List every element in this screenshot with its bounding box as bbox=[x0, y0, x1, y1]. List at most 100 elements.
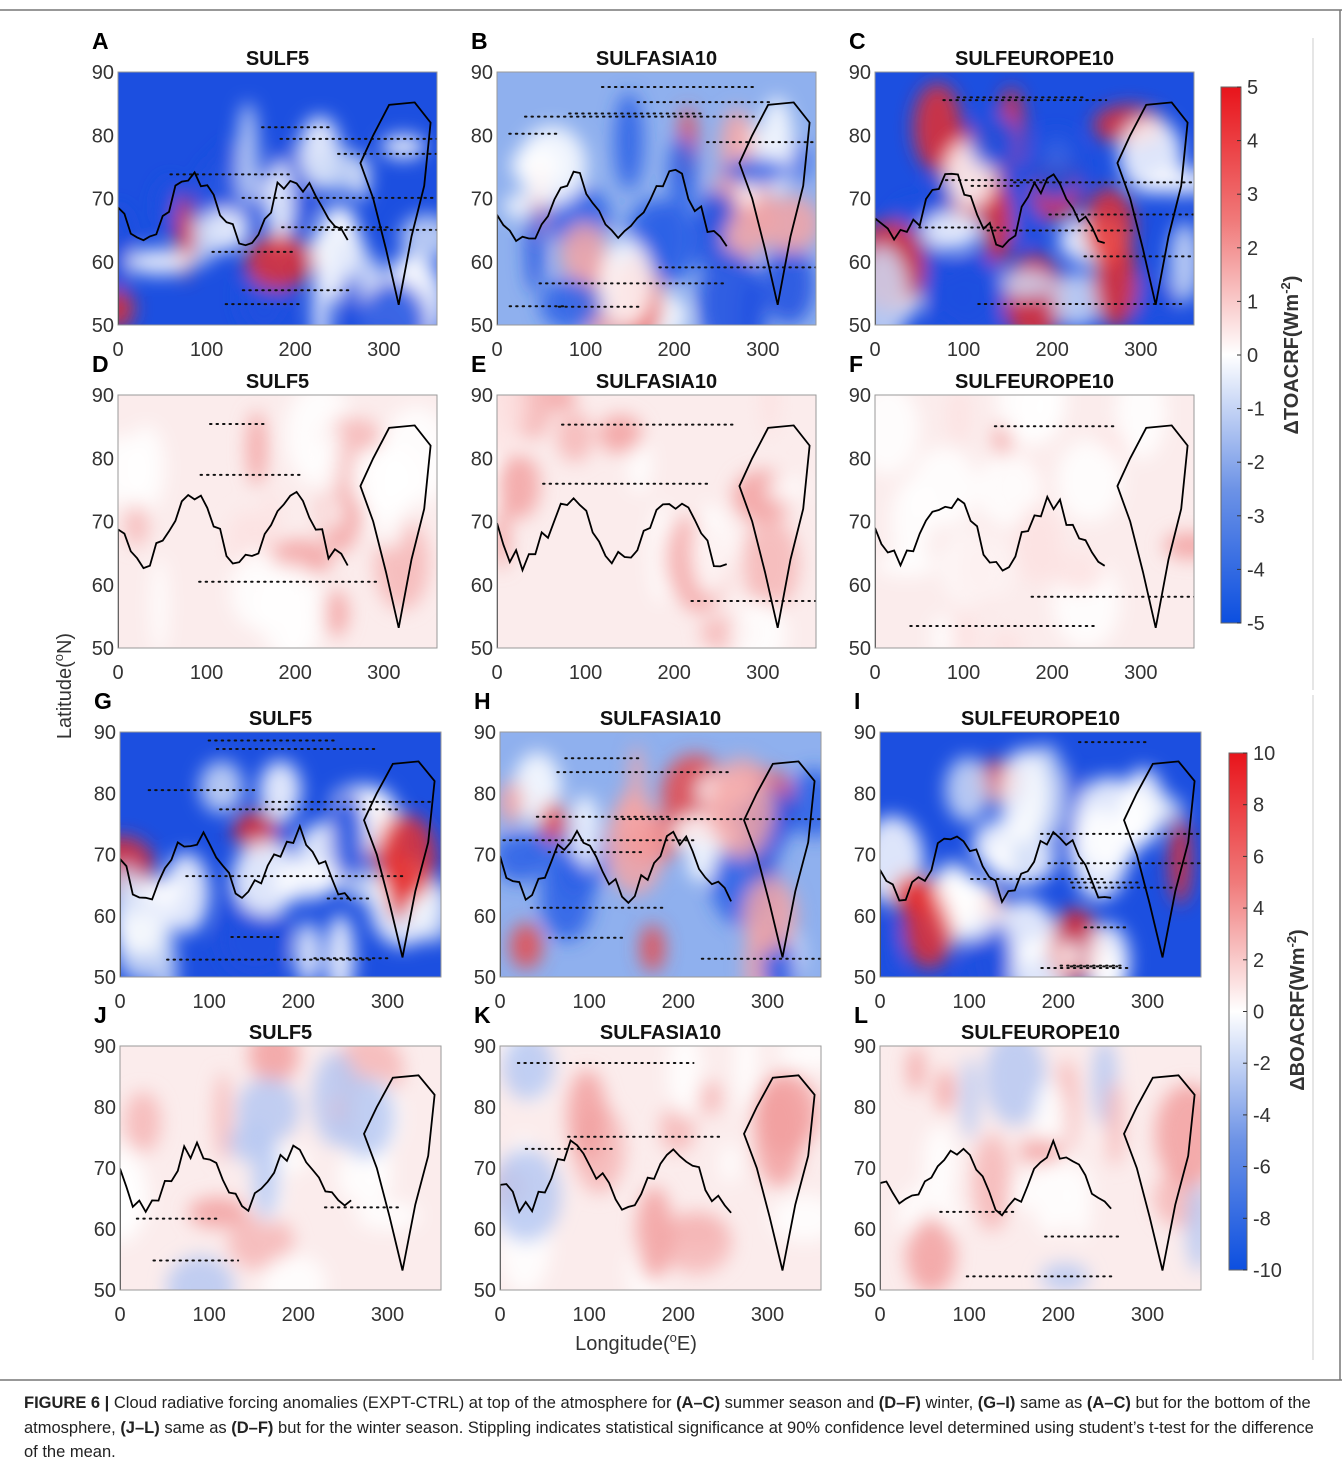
x-tick-label: 0 bbox=[112, 662, 123, 684]
caption-text: FIGURE 6 | bbox=[24, 1394, 110, 1412]
y-tick-label: 80 bbox=[474, 1097, 496, 1119]
colorbar-tick-label: -4 bbox=[1247, 559, 1265, 581]
coastline bbox=[875, 172, 1105, 325]
colorbar-label-suffix: ) bbox=[1281, 276, 1303, 283]
x-tick-label: 300 bbox=[1124, 339, 1157, 361]
y-tick-label: 70 bbox=[92, 189, 114, 211]
blob bbox=[539, 802, 568, 843]
coastline bbox=[500, 1139, 732, 1290]
blob bbox=[214, 1072, 231, 1162]
blob bbox=[687, 848, 715, 882]
blob bbox=[356, 1201, 421, 1231]
x-tick-label: 300 bbox=[367, 662, 400, 684]
caption-text: (G–I) bbox=[977, 1394, 1016, 1412]
y-tick-label: 70 bbox=[471, 512, 493, 534]
blob bbox=[330, 790, 366, 880]
blob bbox=[1030, 132, 1082, 202]
blob bbox=[336, 207, 355, 240]
x-tick-label: 0 bbox=[874, 1304, 885, 1326]
x-tick-label: 100 bbox=[569, 339, 602, 361]
y-tick-label: 60 bbox=[92, 575, 114, 597]
y-axis-label-text: Latitude( bbox=[54, 661, 76, 739]
blob bbox=[999, 748, 1050, 843]
blob bbox=[943, 527, 1012, 608]
y-tick-label: 90 bbox=[94, 1036, 116, 1058]
y-tick-label: 60 bbox=[854, 906, 876, 928]
colorbar-label-text: ΔTOACRF(Wm bbox=[1281, 294, 1303, 435]
panel-letter: A bbox=[92, 28, 109, 54]
coastline bbox=[363, 760, 436, 958]
heatmap bbox=[500, 732, 821, 977]
blob bbox=[598, 414, 643, 454]
blob bbox=[990, 630, 1022, 648]
y-tick-label: 50 bbox=[94, 1280, 116, 1302]
coastline bbox=[359, 101, 432, 306]
heatmap bbox=[880, 732, 1201, 977]
blob bbox=[788, 768, 821, 838]
coastline bbox=[1123, 760, 1196, 958]
panel-title: SULFEUROPE10 bbox=[961, 708, 1120, 730]
blob bbox=[875, 395, 920, 475]
blob bbox=[237, 101, 258, 206]
blob bbox=[1121, 768, 1165, 846]
x-axis-label-text: Longitude( bbox=[575, 1333, 670, 1355]
blobs bbox=[500, 1046, 821, 1290]
panel-letter: I bbox=[854, 688, 860, 714]
y-tick-label: 80 bbox=[94, 1097, 116, 1119]
colorbar-tick-label: -8 bbox=[1253, 1208, 1271, 1230]
y-tick-label: 90 bbox=[471, 385, 493, 407]
blob bbox=[497, 452, 540, 519]
blob bbox=[236, 1077, 300, 1143]
heatmap bbox=[118, 395, 437, 648]
blob bbox=[509, 923, 543, 970]
blob bbox=[722, 156, 790, 186]
caption-text: (D–F) bbox=[878, 1394, 921, 1412]
heatmap bbox=[875, 395, 1194, 648]
blob bbox=[1155, 1083, 1201, 1186]
blob bbox=[295, 921, 320, 977]
colorbar-tick-label: 2 bbox=[1253, 950, 1264, 972]
panel-title: SULF5 bbox=[246, 48, 309, 70]
panel-letter: E bbox=[471, 351, 486, 377]
panel-letter: F bbox=[849, 351, 863, 377]
panel-title: SULFASIA10 bbox=[600, 708, 721, 730]
plot-frame bbox=[119, 1045, 442, 1291]
coastline bbox=[738, 424, 811, 629]
x-tick-label: 300 bbox=[1124, 662, 1157, 684]
x-tick-label: 300 bbox=[746, 662, 779, 684]
y-tick-label: 60 bbox=[474, 1219, 496, 1241]
colorbar-tick-label: 0 bbox=[1253, 1002, 1264, 1024]
blob bbox=[381, 134, 425, 159]
x-tick-label: 0 bbox=[114, 991, 125, 1013]
y-tick-label: 80 bbox=[854, 783, 876, 805]
y-tick-label: 50 bbox=[474, 1280, 496, 1302]
blob bbox=[358, 280, 428, 325]
blobs bbox=[500, 744, 821, 977]
blob bbox=[649, 505, 674, 603]
blob bbox=[336, 1077, 395, 1159]
y-tick-label: 90 bbox=[849, 385, 871, 407]
x-axis-label: Longitude(oE) bbox=[575, 1330, 697, 1355]
plot-frame bbox=[879, 1045, 1202, 1291]
coastline bbox=[875, 494, 1106, 648]
caption-text: but for the winter season. Stippling ind… bbox=[24, 1418, 1314, 1462]
caption-text: Cloud radiative forcing anomalies (EXPT-… bbox=[109, 1394, 677, 1412]
blob bbox=[996, 395, 1067, 447]
blob bbox=[155, 926, 177, 977]
y-axis-label: Latitude(oN) bbox=[51, 633, 76, 739]
blob bbox=[260, 1254, 327, 1290]
x-tick-label: 300 bbox=[371, 1304, 404, 1326]
panel-letter: L bbox=[854, 1002, 868, 1028]
blob bbox=[517, 125, 587, 206]
y-tick-label: 60 bbox=[854, 1219, 876, 1241]
heatmap bbox=[500, 1046, 821, 1290]
blob bbox=[252, 1130, 280, 1220]
colorbar-tick-label: -4 bbox=[1253, 1105, 1271, 1127]
blob bbox=[1168, 815, 1192, 905]
caption-text: (J–L) bbox=[120, 1418, 160, 1437]
blob bbox=[1015, 505, 1062, 584]
y-tick-label: 50 bbox=[92, 638, 114, 660]
heatmap bbox=[497, 395, 816, 648]
